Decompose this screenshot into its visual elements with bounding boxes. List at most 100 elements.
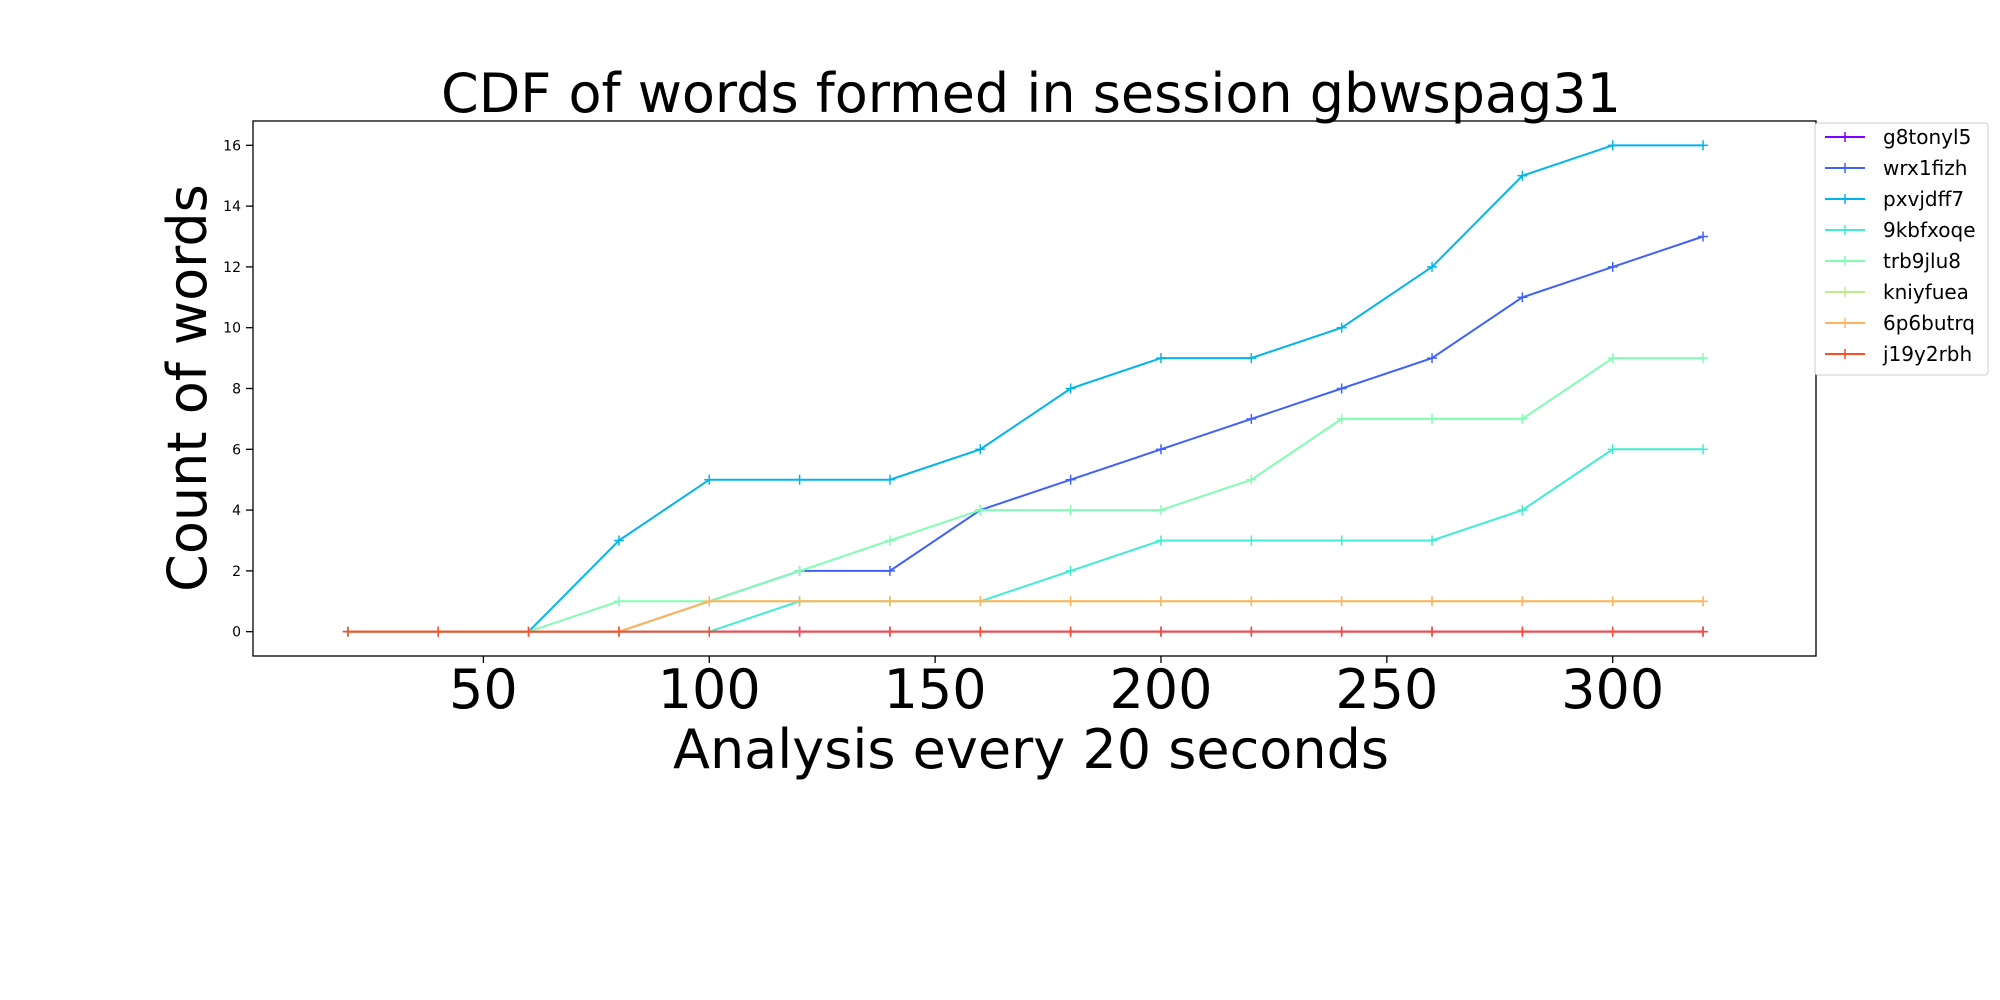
data-point — [704, 626, 715, 637]
y-tick-label: 0 — [232, 625, 241, 641]
data-point — [1155, 626, 1166, 637]
series-line — [347, 600, 1704, 633]
plot-frame — [252, 120, 1817, 657]
data-point — [884, 535, 895, 546]
data-point — [884, 596, 895, 607]
data-point — [1336, 413, 1347, 424]
data-point — [1607, 353, 1618, 364]
data-point — [1155, 505, 1166, 516]
data-point — [1065, 596, 1076, 607]
series-9kbfxoqe — [342, 444, 1709, 637]
series-pxvjdff7 — [342, 140, 1709, 637]
data-point — [1698, 626, 1709, 637]
data-point — [975, 444, 986, 455]
legend-label: 9kbfxoqe — [1883, 218, 1976, 242]
data-point — [1336, 626, 1347, 637]
legend-label: g8tonyl5 — [1883, 125, 1971, 149]
legend-label: pxvjdff7 — [1883, 187, 1964, 211]
y-tick-label: 16 — [223, 138, 241, 154]
data-point — [794, 596, 805, 607]
legend-label: 6p6butrq — [1883, 311, 1975, 335]
legend-item-6p6butrq: 6p6butrq — [1825, 311, 1975, 335]
x-tick-label: 300 — [1561, 658, 1664, 721]
data-point — [704, 596, 715, 607]
data-point — [1517, 292, 1528, 303]
series-layer — [342, 140, 1709, 637]
data-point — [1427, 535, 1438, 546]
data-point — [1065, 383, 1076, 394]
series-line — [347, 357, 1704, 633]
data-point — [1246, 413, 1257, 424]
series-wrx1fizh — [342, 231, 1709, 637]
series-j19y2rbh — [342, 626, 1709, 637]
data-point — [975, 505, 986, 516]
data-point — [1065, 505, 1076, 516]
data-point — [1427, 626, 1438, 637]
data-point — [1427, 353, 1438, 364]
data-point — [975, 596, 986, 607]
y-axis: 0 2 4 6 8 10 12 14 16 — [223, 138, 253, 641]
data-point — [1065, 565, 1076, 576]
y-tick-label: 12 — [223, 260, 241, 276]
data-point — [1607, 140, 1618, 151]
x-axis: 50 100 150 200 250 300 — [449, 656, 1664, 721]
data-point — [1155, 535, 1166, 546]
y-axis-label: Count of words — [156, 184, 219, 592]
data-point — [1698, 596, 1709, 607]
data-point — [613, 626, 624, 637]
y-tick-label: 6 — [232, 442, 241, 458]
data-point — [1607, 626, 1618, 637]
data-point — [1155, 444, 1166, 455]
data-point — [884, 626, 895, 637]
data-point — [1698, 140, 1709, 151]
data-point — [1607, 596, 1618, 607]
data-point — [1246, 596, 1257, 607]
legend-item-g8tonyl5: g8tonyl5 — [1825, 125, 1971, 149]
legend-box — [1814, 122, 1989, 376]
data-point — [1336, 322, 1347, 333]
data-point — [1517, 596, 1528, 607]
data-point — [1517, 413, 1528, 424]
y-tick-label: 4 — [232, 503, 241, 519]
data-point — [1246, 626, 1257, 637]
data-point — [1698, 353, 1709, 364]
series-6p6butrq — [342, 596, 1709, 637]
data-point — [1427, 413, 1438, 424]
data-point — [433, 626, 444, 637]
legend-item-9kbfxoqe: 9kbfxoqe — [1825, 218, 1976, 242]
series-kniyfuea — [342, 596, 1709, 637]
data-point — [1607, 261, 1618, 272]
data-point — [1246, 535, 1257, 546]
data-point — [1698, 231, 1709, 242]
data-point — [1155, 353, 1166, 364]
data-point — [613, 535, 624, 546]
data-point — [1155, 596, 1166, 607]
legend-label: wrx1fizh — [1883, 156, 1967, 180]
data-point — [1698, 444, 1709, 455]
legend-label: j19y2rbh — [1882, 342, 1972, 366]
data-point — [794, 474, 805, 485]
data-point — [613, 596, 624, 607]
data-point — [1246, 474, 1257, 485]
data-point — [1517, 505, 1528, 516]
x-tick-label: 200 — [1109, 658, 1212, 721]
data-point — [1517, 170, 1528, 181]
legend-item-trb9jlu8: trb9jlu8 — [1825, 249, 1961, 273]
x-axis-label: Analysis every 20 seconds — [673, 718, 1389, 781]
data-point — [1607, 444, 1618, 455]
chart-title: CDF of words formed in session gbwspag31 — [441, 62, 1621, 125]
y-tick-label: 14 — [223, 199, 241, 215]
legend-label: kniyfuea — [1883, 280, 1969, 304]
x-tick-label: 100 — [658, 658, 761, 721]
data-point — [975, 626, 986, 637]
data-point — [1065, 626, 1076, 637]
series-line — [347, 600, 1704, 633]
data-point — [704, 474, 715, 485]
data-point — [342, 626, 353, 637]
legend-item-wrx1fizh: wrx1fizh — [1825, 156, 1967, 180]
data-point — [1336, 383, 1347, 394]
data-point — [794, 565, 805, 576]
legend-item-kniyfuea: kniyfuea — [1825, 280, 1969, 304]
data-point — [1427, 596, 1438, 607]
